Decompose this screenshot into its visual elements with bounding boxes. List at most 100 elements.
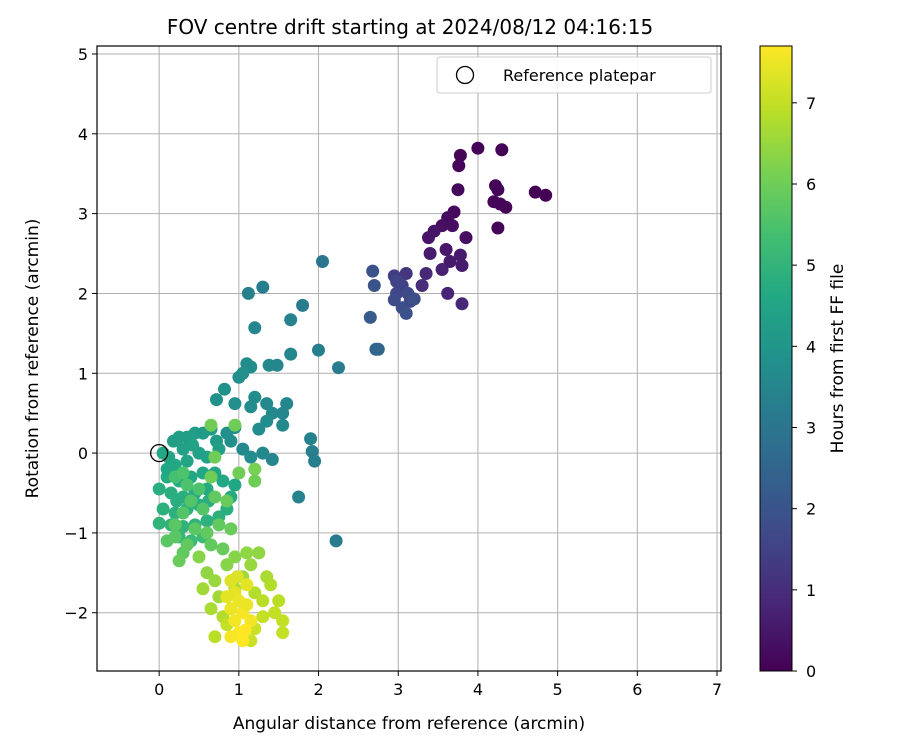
colorbar-tick-label: 0 [806, 662, 816, 681]
data-point [228, 397, 242, 411]
data-point [539, 188, 553, 202]
data-point [204, 470, 218, 484]
data-point [248, 586, 262, 600]
data-point [196, 502, 210, 516]
data-point [208, 574, 222, 588]
data-point [200, 526, 214, 540]
x-tick-label: 3 [393, 680, 403, 699]
y-tick-label: 5 [78, 45, 88, 64]
data-point [236, 366, 250, 380]
data-point [244, 450, 258, 464]
data-point [445, 219, 459, 233]
plot-grid [97, 46, 721, 671]
data-point [276, 614, 290, 628]
data-point [168, 518, 182, 532]
x-tick-label: 1 [234, 680, 244, 699]
data-point [232, 466, 246, 480]
data-point [284, 347, 298, 361]
x-tick-label: 0 [154, 680, 164, 699]
data-point [270, 358, 284, 372]
data-point [204, 418, 218, 432]
data-point [256, 610, 270, 624]
data-point [236, 634, 250, 648]
x-tick-label: 7 [712, 680, 722, 699]
plot-frame [96, 45, 722, 672]
y-tick-label: 2 [78, 284, 88, 303]
data-point [256, 446, 270, 460]
data-point [238, 623, 252, 637]
data-points [152, 141, 553, 648]
data-point [252, 546, 266, 560]
data-point [228, 478, 242, 492]
data-point [170, 494, 184, 508]
data-point [176, 506, 190, 520]
data-point [451, 183, 465, 197]
data-point [423, 247, 437, 260]
data-point [495, 143, 509, 157]
data-point [387, 293, 401, 307]
data-point [180, 478, 194, 492]
data-point [252, 422, 266, 436]
legend: Reference platepar [436, 56, 712, 94]
data-point [260, 397, 274, 411]
x-axis-label: Angular distance from reference (arcmin) [233, 714, 585, 734]
data-point [491, 221, 505, 235]
data-point [459, 231, 473, 245]
colorbar [759, 45, 793, 672]
data-point [220, 494, 234, 508]
data-point [224, 522, 238, 536]
data-point [204, 538, 218, 552]
data-point [276, 406, 290, 420]
data-point [208, 490, 222, 504]
data-point [407, 292, 421, 306]
data-point [329, 534, 343, 548]
data-point [212, 518, 226, 532]
data-point [216, 542, 230, 556]
data-point [244, 558, 258, 572]
y-tick-label: 4 [78, 125, 88, 144]
data-point [200, 514, 214, 528]
data-point [228, 550, 242, 564]
y-axis-ticks: −2 −1 0 1 2 3 4 5 [64, 45, 97, 623]
data-point [453, 148, 467, 162]
y-tick-label: −2 [64, 604, 88, 623]
data-point [230, 570, 244, 584]
y-tick-label: −1 [64, 524, 88, 543]
data-point [528, 185, 542, 199]
colorbar-label: Hours from first FF file [828, 264, 848, 454]
data-point [363, 310, 377, 324]
data-point [228, 418, 242, 432]
x-tick-label: 6 [632, 680, 642, 699]
data-point [491, 183, 505, 197]
data-point [224, 602, 238, 616]
data-point [204, 602, 218, 616]
data-point [471, 141, 485, 155]
data-point [160, 534, 174, 548]
data-point [241, 286, 255, 300]
data-point [224, 434, 238, 448]
data-point [284, 313, 298, 327]
colorbar-tick-label: 2 [806, 500, 816, 519]
colorbar-ticks: 0 1 2 3 4 5 6 7 [792, 94, 816, 681]
data-point [220, 558, 234, 572]
data-point [244, 614, 258, 628]
chart-title: FOV centre drift starting at 2024/08/12 … [167, 15, 653, 39]
data-point [248, 474, 262, 488]
data-point [366, 264, 380, 278]
data-point [218, 382, 231, 396]
data-point [192, 482, 206, 496]
data-point [276, 418, 290, 432]
data-point [248, 462, 262, 476]
legend-box [436, 56, 712, 94]
y-tick-label: 1 [78, 364, 88, 383]
data-point [312, 343, 325, 357]
data-point [308, 454, 322, 468]
data-point [316, 255, 329, 268]
y-tick-label: 0 [78, 444, 88, 463]
data-point [443, 255, 457, 268]
data-point [248, 321, 262, 335]
colorbar-tick-label: 5 [806, 256, 816, 275]
data-point [186, 438, 200, 452]
